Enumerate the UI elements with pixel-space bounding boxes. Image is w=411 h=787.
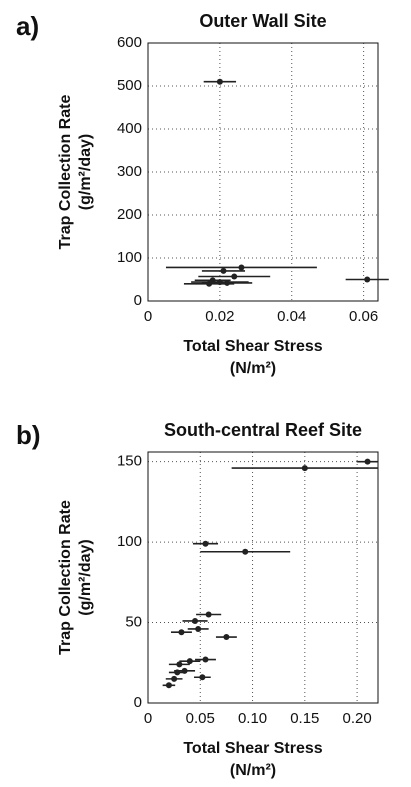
x-axis-label: (N/m²) [230, 762, 276, 779]
y-axis-label: Trap Collection Rate [57, 500, 74, 655]
x-tick-label: 0.06 [349, 308, 378, 325]
data-point [238, 264, 245, 271]
y-tick-label: 0 [134, 292, 142, 309]
y-tick-label: 100 [117, 249, 142, 266]
data-point [202, 540, 209, 547]
y-tick-label: 0 [134, 694, 142, 711]
data-point [186, 658, 193, 665]
data-point [192, 617, 199, 624]
data-point [231, 273, 238, 280]
y-tick-label: 200 [117, 206, 142, 223]
data-point [364, 458, 371, 465]
data-point [223, 634, 230, 641]
x-tick-label: 0.02 [205, 308, 234, 325]
x-axis-label: Total Shear Stress [183, 338, 322, 355]
data-point [220, 267, 227, 274]
data-point [364, 276, 371, 283]
x-tick-label: 0 [144, 710, 152, 727]
data-point [176, 661, 183, 668]
x-tick-label: 0 [144, 308, 152, 325]
y-tick-label: 500 [117, 77, 142, 94]
data-point [195, 625, 202, 632]
x-tick-label: 0.20 [342, 710, 371, 727]
y-tick-label: 300 [117, 163, 142, 180]
data-point [216, 78, 223, 85]
panel-tag: b) [16, 420, 41, 450]
x-axis-label: (N/m²) [230, 360, 276, 377]
data-point [205, 611, 212, 618]
data-point [224, 279, 231, 286]
y-axis-label: (g/m²/day) [77, 134, 94, 210]
data-point [178, 629, 185, 636]
chart-title: South-central Reef Site [164, 420, 362, 440]
panel-tag: a) [16, 11, 39, 41]
x-axis-label: Total Shear Stress [183, 740, 322, 757]
y-tick-label: 400 [117, 120, 142, 137]
x-tick-label: 0.05 [186, 710, 215, 727]
chart-title: Outer Wall Site [199, 11, 326, 31]
y-tick-label: 150 [117, 453, 142, 470]
y-tick-label: 50 [125, 614, 142, 631]
plot-frame [147, 451, 379, 704]
data-point [242, 548, 249, 555]
x-tick-label: 0.10 [238, 710, 267, 727]
data-point [165, 682, 172, 689]
data-point [206, 280, 213, 287]
data-point [199, 674, 206, 681]
data-point [301, 465, 308, 472]
y-axis-label: (g/m²/day) [77, 539, 94, 615]
y-axis-label: Trap Collection Rate [57, 95, 74, 250]
y-tick-label: 600 [117, 34, 142, 51]
data-point [202, 656, 209, 663]
plot-frame [147, 42, 379, 302]
data-point [174, 669, 181, 676]
y-tick-label: 100 [117, 533, 142, 550]
data-point [171, 675, 178, 682]
x-tick-label: 0.04 [277, 308, 306, 325]
x-tick-label: 0.15 [290, 710, 319, 727]
